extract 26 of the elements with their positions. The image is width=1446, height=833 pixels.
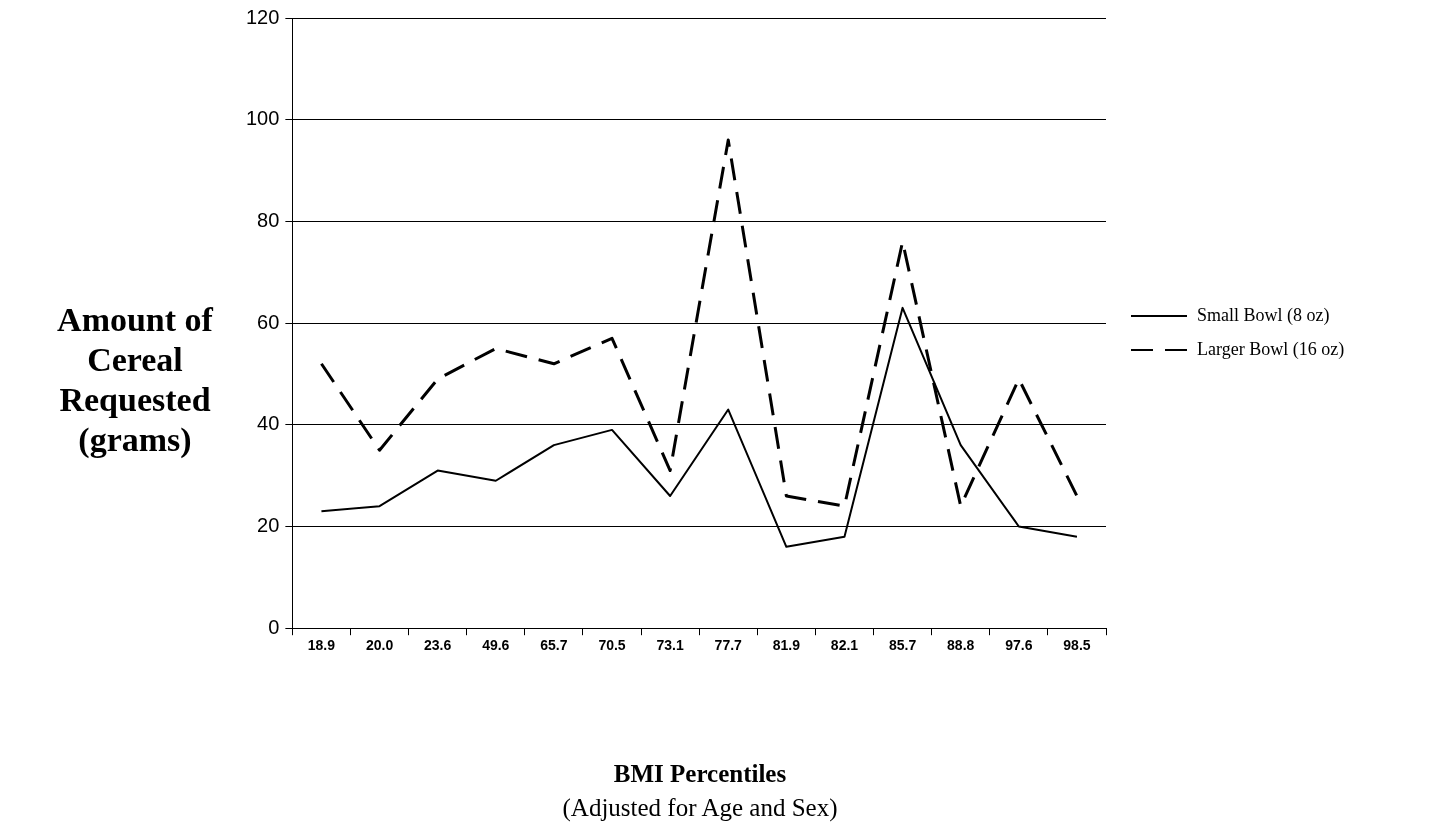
x-tick-label: 49.6 [482,637,510,654]
x-tick-label: 73.1 [656,637,684,654]
text: (Adjusted for Age and Sex) [561,794,839,822]
x-tick-label: 77.7 [714,637,743,654]
y-tick-label: 0 [268,615,280,638]
x-tick-label: 18.9 [307,637,336,654]
x-tick-label: 65.7 [540,637,568,654]
y-tick-label: 100 [245,107,280,130]
x-tick-label: 23.6 [424,637,452,654]
x-tick-label: 97.6 [1005,637,1033,654]
y-tick-label: 80 [257,208,280,231]
y-tick-label: 120 [245,5,280,28]
x-tick-label: 20.0 [365,637,394,654]
x-tick-label: 81.9 [772,637,801,654]
y-axis-title: Amount of Cereal Requested (grams) [56,300,215,461]
legend-label: Larger Bowl (16 oz) [1197,338,1345,360]
y-tick-label: 60 [257,310,280,333]
x-tick-label: 70.5 [598,637,626,654]
x-tick-label: 88.8 [947,637,975,654]
y-tick-label: 20 [257,514,280,537]
legend-label: Small Bowl (8 oz) [1197,304,1330,326]
x-tick-label: 98.5 [1063,637,1091,654]
x-tick-label: 85.7 [888,637,917,654]
x-tick-label: 82.1 [830,637,859,654]
y-tick-label: 40 [257,412,280,435]
x-axis-title: BMI Percentiles [612,760,788,788]
